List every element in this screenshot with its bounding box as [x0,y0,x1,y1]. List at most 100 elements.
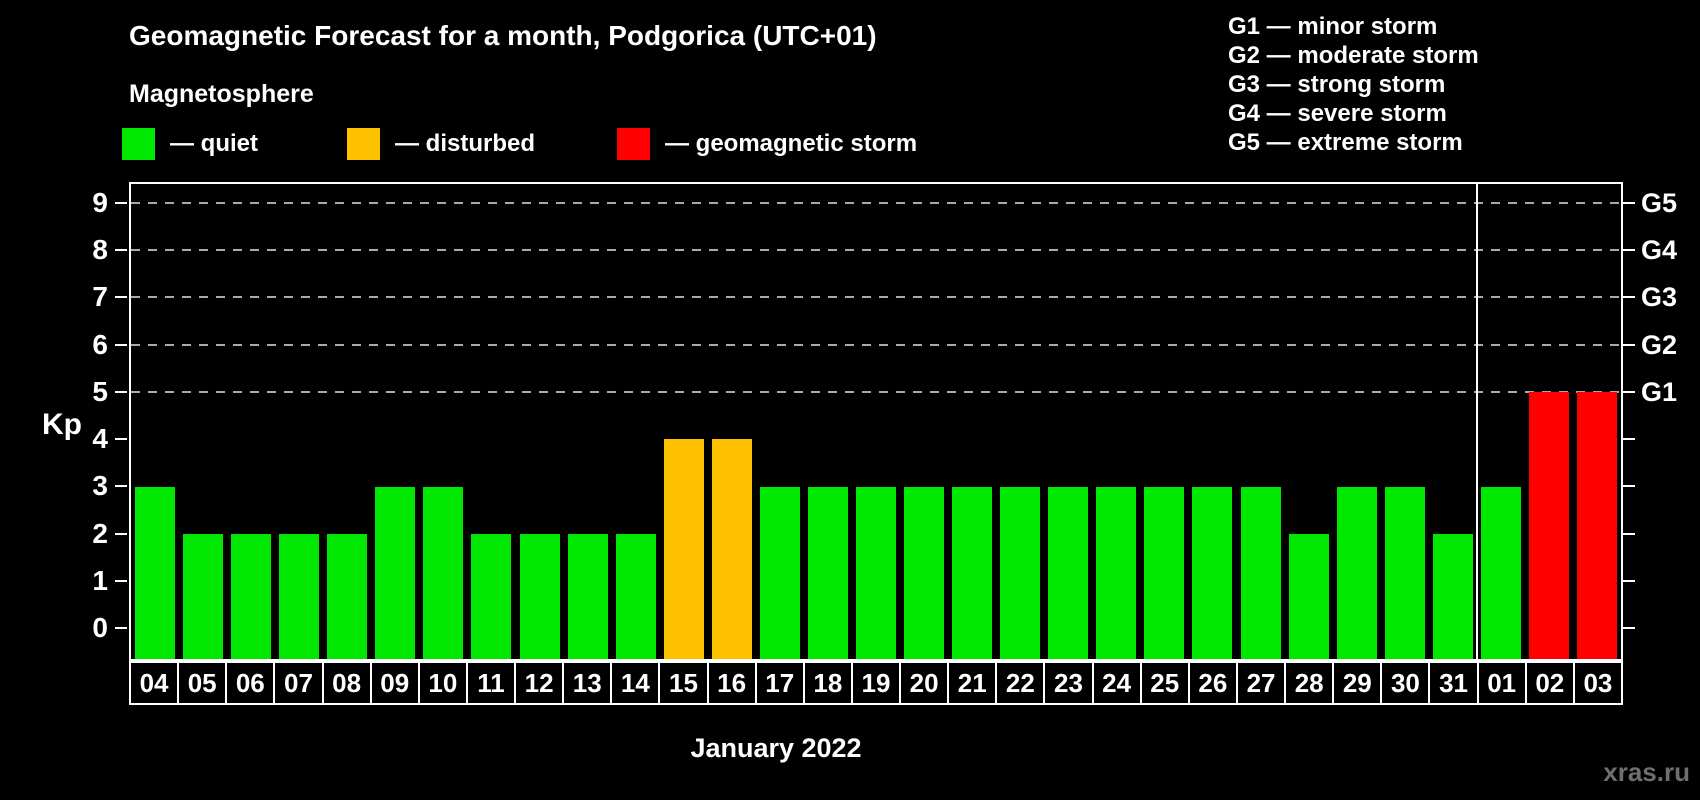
y-tick-label-9: 9 [92,186,108,218]
month-separator-line [1475,184,1478,659]
bar-day-13 [567,533,608,659]
bar-day-26 [1192,486,1233,659]
bar-day-23 [1048,486,1089,659]
y-tick-2 [115,532,127,535]
y-tick-0 [115,627,127,630]
bar-day-19 [856,486,896,659]
right-axis-label-g1: G1 [1641,376,1678,407]
y-tick-label-4: 4 [92,423,108,455]
magnetosphere-label: Magnetosphere [129,80,314,108]
bar-day-24 [1096,486,1137,659]
day-cell-21: 21 [949,663,996,703]
y-tick-6 [115,343,127,346]
day-cell-29: 29 [1334,663,1381,703]
legend-label-disturbed: — disturbed [395,130,536,157]
bar-day-16 [711,439,752,659]
right-axis-label-g5: G5 [1641,187,1678,218]
bar-day-01 [1480,486,1521,659]
bar-day-08 [327,533,368,659]
right-axis-label-g2: G2 [1641,329,1678,360]
legend-label-quiet: — quiet [170,130,258,157]
watermark: xras.ru [1603,757,1690,787]
day-cell-09: 09 [371,663,418,703]
day-cell-19: 19 [852,663,900,703]
day-cell-03: 03 [1574,663,1621,703]
y-tick-label-8: 8 [92,234,108,266]
day-cell-13: 13 [564,663,611,703]
storm-scale-line-g4: G4 — severe storm [1228,100,1447,127]
bar-day-25 [1144,486,1185,659]
y-tick-label-7: 7 [92,281,108,313]
day-cell-15: 15 [660,663,707,703]
gridline-kp-9 [131,201,1621,204]
disturbed-color-swatch [347,128,380,160]
legend-label-storm: — geomagnetic storm [665,130,918,157]
y-tick-9 [115,201,127,204]
day-cell-31: 31 [1430,663,1477,703]
bar-day-09 [375,486,416,659]
bar-day-15 [663,439,704,659]
bar-day-05 [183,533,224,659]
day-cell-28: 28 [1286,663,1333,703]
day-cell-07: 07 [275,663,322,703]
day-cell-18: 18 [804,663,851,703]
right-tick-4 [1623,438,1635,441]
gridline-kp-7 [131,296,1621,299]
y-tick-label-1: 1 [92,565,108,596]
quiet-color-swatch [122,128,155,160]
day-cell-06: 06 [227,663,274,703]
bar-day-27 [1240,486,1281,659]
storm-scale-line-g3: G3 — strong storm [1228,71,1446,98]
bar-day-12 [519,533,560,659]
right-tick-1 [1623,580,1635,582]
gridline-kp-6 [131,343,1621,346]
bar-day-11 [471,533,512,659]
right-tick-8 [1623,249,1635,252]
right-tick-2 [1623,532,1635,535]
bar-day-14 [615,533,656,659]
right-axis-label-g4: G4 [1641,235,1678,266]
bar-day-04 [135,486,176,659]
day-cell-30: 30 [1382,663,1429,703]
day-cell-27: 27 [1237,663,1285,703]
day-cell-05: 05 [179,663,226,703]
bar-day-30 [1384,486,1425,659]
legend: — quiet — disturbed — geomagnetic storm [0,128,1100,168]
storm-scale-line-g2: G2 — moderate storm [1228,42,1479,69]
y-tick-8 [115,249,127,252]
y-tick-label-6: 6 [92,328,108,360]
day-cell-23: 23 [1045,663,1092,703]
right-tick-6 [1623,343,1635,346]
bar-day-31 [1432,533,1473,659]
bar-day-06 [231,533,272,659]
bar-day-10 [423,486,464,659]
y-tick-4 [115,438,127,441]
bar-day-21 [952,486,993,659]
bar-day-07 [279,533,320,659]
gridline-kp-5 [131,390,1621,393]
bar-day-03 [1576,391,1617,659]
y-tick-5 [115,390,127,393]
y-tick-label-3: 3 [92,470,108,502]
right-tick-9 [1623,201,1635,204]
day-cell-25: 25 [1141,663,1188,703]
y-tick-7 [115,296,127,299]
bar-day-02 [1528,391,1569,659]
storm-scale-line-g5: G5 — extreme storm [1228,129,1463,156]
day-cell-01: 01 [1478,663,1525,703]
right-tick-7 [1623,296,1635,299]
bar-day-29 [1336,486,1377,659]
chart-title: Geomagnetic Forecast for a month, Podgor… [129,20,877,51]
day-cell-24: 24 [1093,663,1140,703]
y-tick-label-0: 0 [92,612,108,644]
legend-item-storm: — geomagnetic storm [617,128,917,160]
legend-item-quiet: — quiet [122,128,258,160]
right-tick-3 [1623,485,1635,488]
storm-color-swatch [617,128,650,160]
plot-area [129,182,1623,661]
day-cell-04: 04 [131,663,178,703]
legend-item-disturbed: — disturbed [347,128,535,160]
storm-scale-legend: G1 — minor storm G2 — moderate storm G3 … [1228,12,1479,157]
day-cell-26: 26 [1189,663,1236,703]
